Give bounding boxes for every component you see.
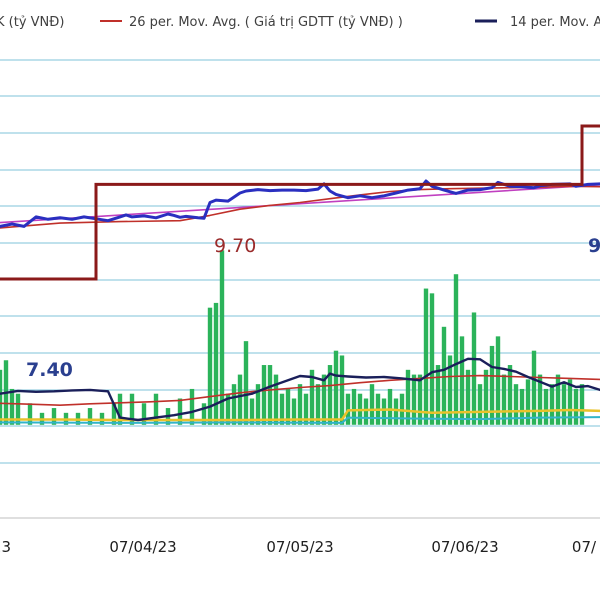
volume-bar-61 [453,274,459,425]
volume-bar-38 [315,384,321,425]
annotation-2: 9 [588,235,600,257]
volume-bar-35 [297,384,303,425]
volume-bar-32 [279,393,285,425]
volume-bar-70 [507,365,513,425]
legend-layer: K (tỷ VNĐ) 26 per. Mov. Avg. ( Giá trị GD… [0,0,600,40]
volume-bar-77 [549,384,555,425]
volume-bar-41 [333,350,339,425]
legend-label-2: 14 per. Mov. Av [510,15,600,30]
volume-bar-26 [243,341,249,425]
volume-bar-30 [267,365,273,425]
volume-bar-23 [225,393,231,425]
annotation-1: 7.40 [26,359,73,381]
annotations-layer: 9.70 7.40 9 [26,235,600,381]
volume-bar-60 [447,355,453,425]
volume-bar-62 [459,336,465,425]
volume-bar-53 [405,369,411,425]
volume-bar-19 [201,403,207,425]
volume-bar-25 [237,374,243,425]
volume-bar-59 [441,326,447,425]
volume-bar-14 [141,403,147,425]
volume-bar-15 [153,393,159,425]
volume-bar-39 [321,374,327,425]
volume-bar-71 [513,384,519,425]
legend-label-1: 26 per. Mov. Avg. ( Giá trị GDTT (tỷ VNĐ… [129,15,403,30]
volume-bar-56 [423,288,429,425]
volume-bar-17 [177,398,183,425]
annotation-0: 9.70 [214,235,256,257]
volume-bar-75 [537,374,543,425]
trend-line [0,184,600,224]
x-tick-label-0: 23 [0,538,11,556]
volume-bar-57 [429,293,435,425]
volume-bar-65 [477,384,483,425]
volume-bar-69 [501,374,507,425]
volume-bar-47 [369,384,375,425]
volume-bar-64 [471,312,477,425]
ticks-layer: 23 07/04/23 07/05/23 07/06/23 07/ [0,538,597,556]
cyan-line [0,416,600,424]
ma14-line [0,357,600,422]
volume-bar-28 [255,384,261,425]
x-tick-label-1: 07/04/23 [109,538,176,556]
volume-bar-81 [573,388,579,425]
volume-bar-3 [15,393,21,425]
volume-bar-29 [261,365,267,425]
volume-bar-18 [189,388,195,425]
volume-bar-33 [285,388,291,425]
volume-bar-51 [393,398,399,425]
volume-bar-36 [303,393,309,425]
volume-bar-44 [351,388,357,425]
volume-bar-50 [387,388,393,425]
volume-bar-37 [309,369,315,425]
legend-label-0: K (tỷ VNĐ) [0,15,64,30]
volume-bar-82 [579,384,585,425]
volume-bar-74 [531,350,537,425]
volume-bar-34 [291,398,297,425]
volume-bar-2 [9,388,15,425]
volume-bar-76 [543,388,549,425]
volume-bar-24 [231,384,237,425]
volume-bar-42 [339,355,345,425]
step-line [0,124,600,281]
volume-bar-12 [117,393,123,425]
volume-bar-9 [87,408,93,425]
volume-bar-55 [417,374,423,425]
volume-bar-6 [51,408,57,425]
price-line [0,179,600,228]
volume-bar-54 [411,374,417,425]
volume-bar-22 [219,250,225,425]
volume-bar-66 [483,369,489,425]
volume-bar-49 [381,398,387,425]
volume-bar-0 [0,369,3,425]
volume-bar-80 [567,379,573,425]
volume-bar-20 [207,307,213,425]
volume-bar-40 [327,365,333,425]
x-tick-label-3: 07/06/23 [431,538,498,556]
volume-bar-21 [213,302,219,425]
volume-bar-13 [129,393,135,425]
ma26-volume-line [0,374,600,406]
volume-bar-4 [27,403,33,425]
volume-bar-72 [519,388,525,425]
x-tick-label-4: 07/ [572,538,597,556]
volume-bar-79 [561,384,567,425]
volume-bar-11 [111,403,117,425]
volume-bar-78 [555,374,561,425]
volume-bar-58 [435,365,441,425]
volume-bar-63 [465,369,471,425]
series-layer [0,124,600,424]
volume-bar-31 [273,374,279,425]
x-tick-label-2: 07/05/23 [266,538,333,556]
volume-bar-68 [495,336,501,425]
volume-bar-67 [489,345,495,425]
volume-bar-73 [525,379,531,425]
volume-bar-27 [249,398,255,425]
volume-bar-46 [363,398,369,425]
